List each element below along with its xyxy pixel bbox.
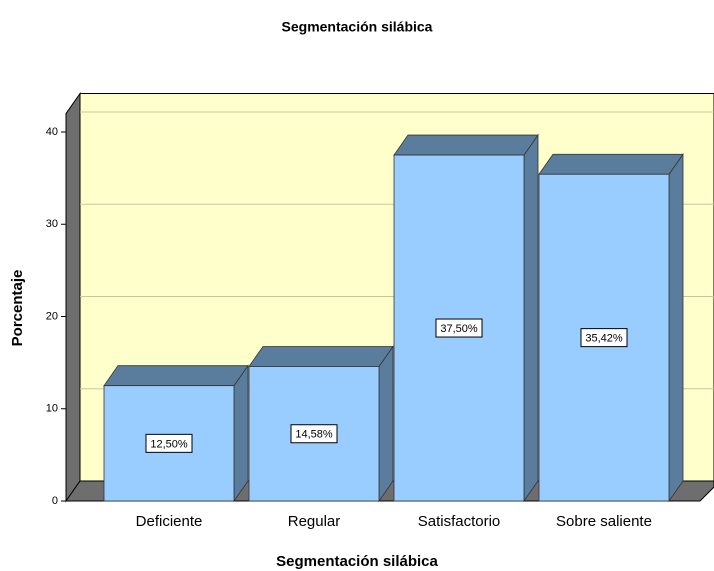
bar-side: [523, 133, 539, 503]
value-label: 12,50%: [150, 438, 188, 450]
value-label-box: [580, 328, 628, 348]
x-axis-label: Segmentación silábica: [276, 553, 438, 570]
x-tick-label: Sobre saliente: [556, 513, 652, 530]
chart-title: Segmentación silábica: [282, 19, 433, 35]
bar-top: [103, 365, 249, 387]
x-tick-label: Satisfactorio: [418, 513, 501, 530]
bar-top: [393, 134, 539, 156]
bar-side: [668, 152, 684, 503]
side-wall: [65, 91, 81, 503]
value-label: 35,42%: [585, 333, 623, 345]
value-label: 37,50%: [440, 323, 478, 335]
bar-top: [538, 153, 684, 175]
y-tick-label: 30: [46, 218, 58, 230]
y-axis-label: Porcentaje: [9, 270, 26, 347]
y-tick-label: 0: [52, 495, 58, 507]
x-tick-label: Regular: [288, 513, 341, 530]
value-label-box: [145, 433, 193, 453]
bar-side: [378, 345, 394, 503]
y-tick-label: 20: [46, 310, 58, 322]
value-label: 14,58%: [295, 429, 333, 441]
y-tick-label: 10: [46, 403, 58, 415]
value-label-box: [290, 424, 338, 444]
bar-top: [248, 346, 394, 367]
x-tick-label: Deficiente: [136, 513, 203, 530]
value-label-box: [435, 318, 483, 338]
bar-side: [233, 364, 249, 503]
y-tick-label: 40: [46, 126, 58, 138]
